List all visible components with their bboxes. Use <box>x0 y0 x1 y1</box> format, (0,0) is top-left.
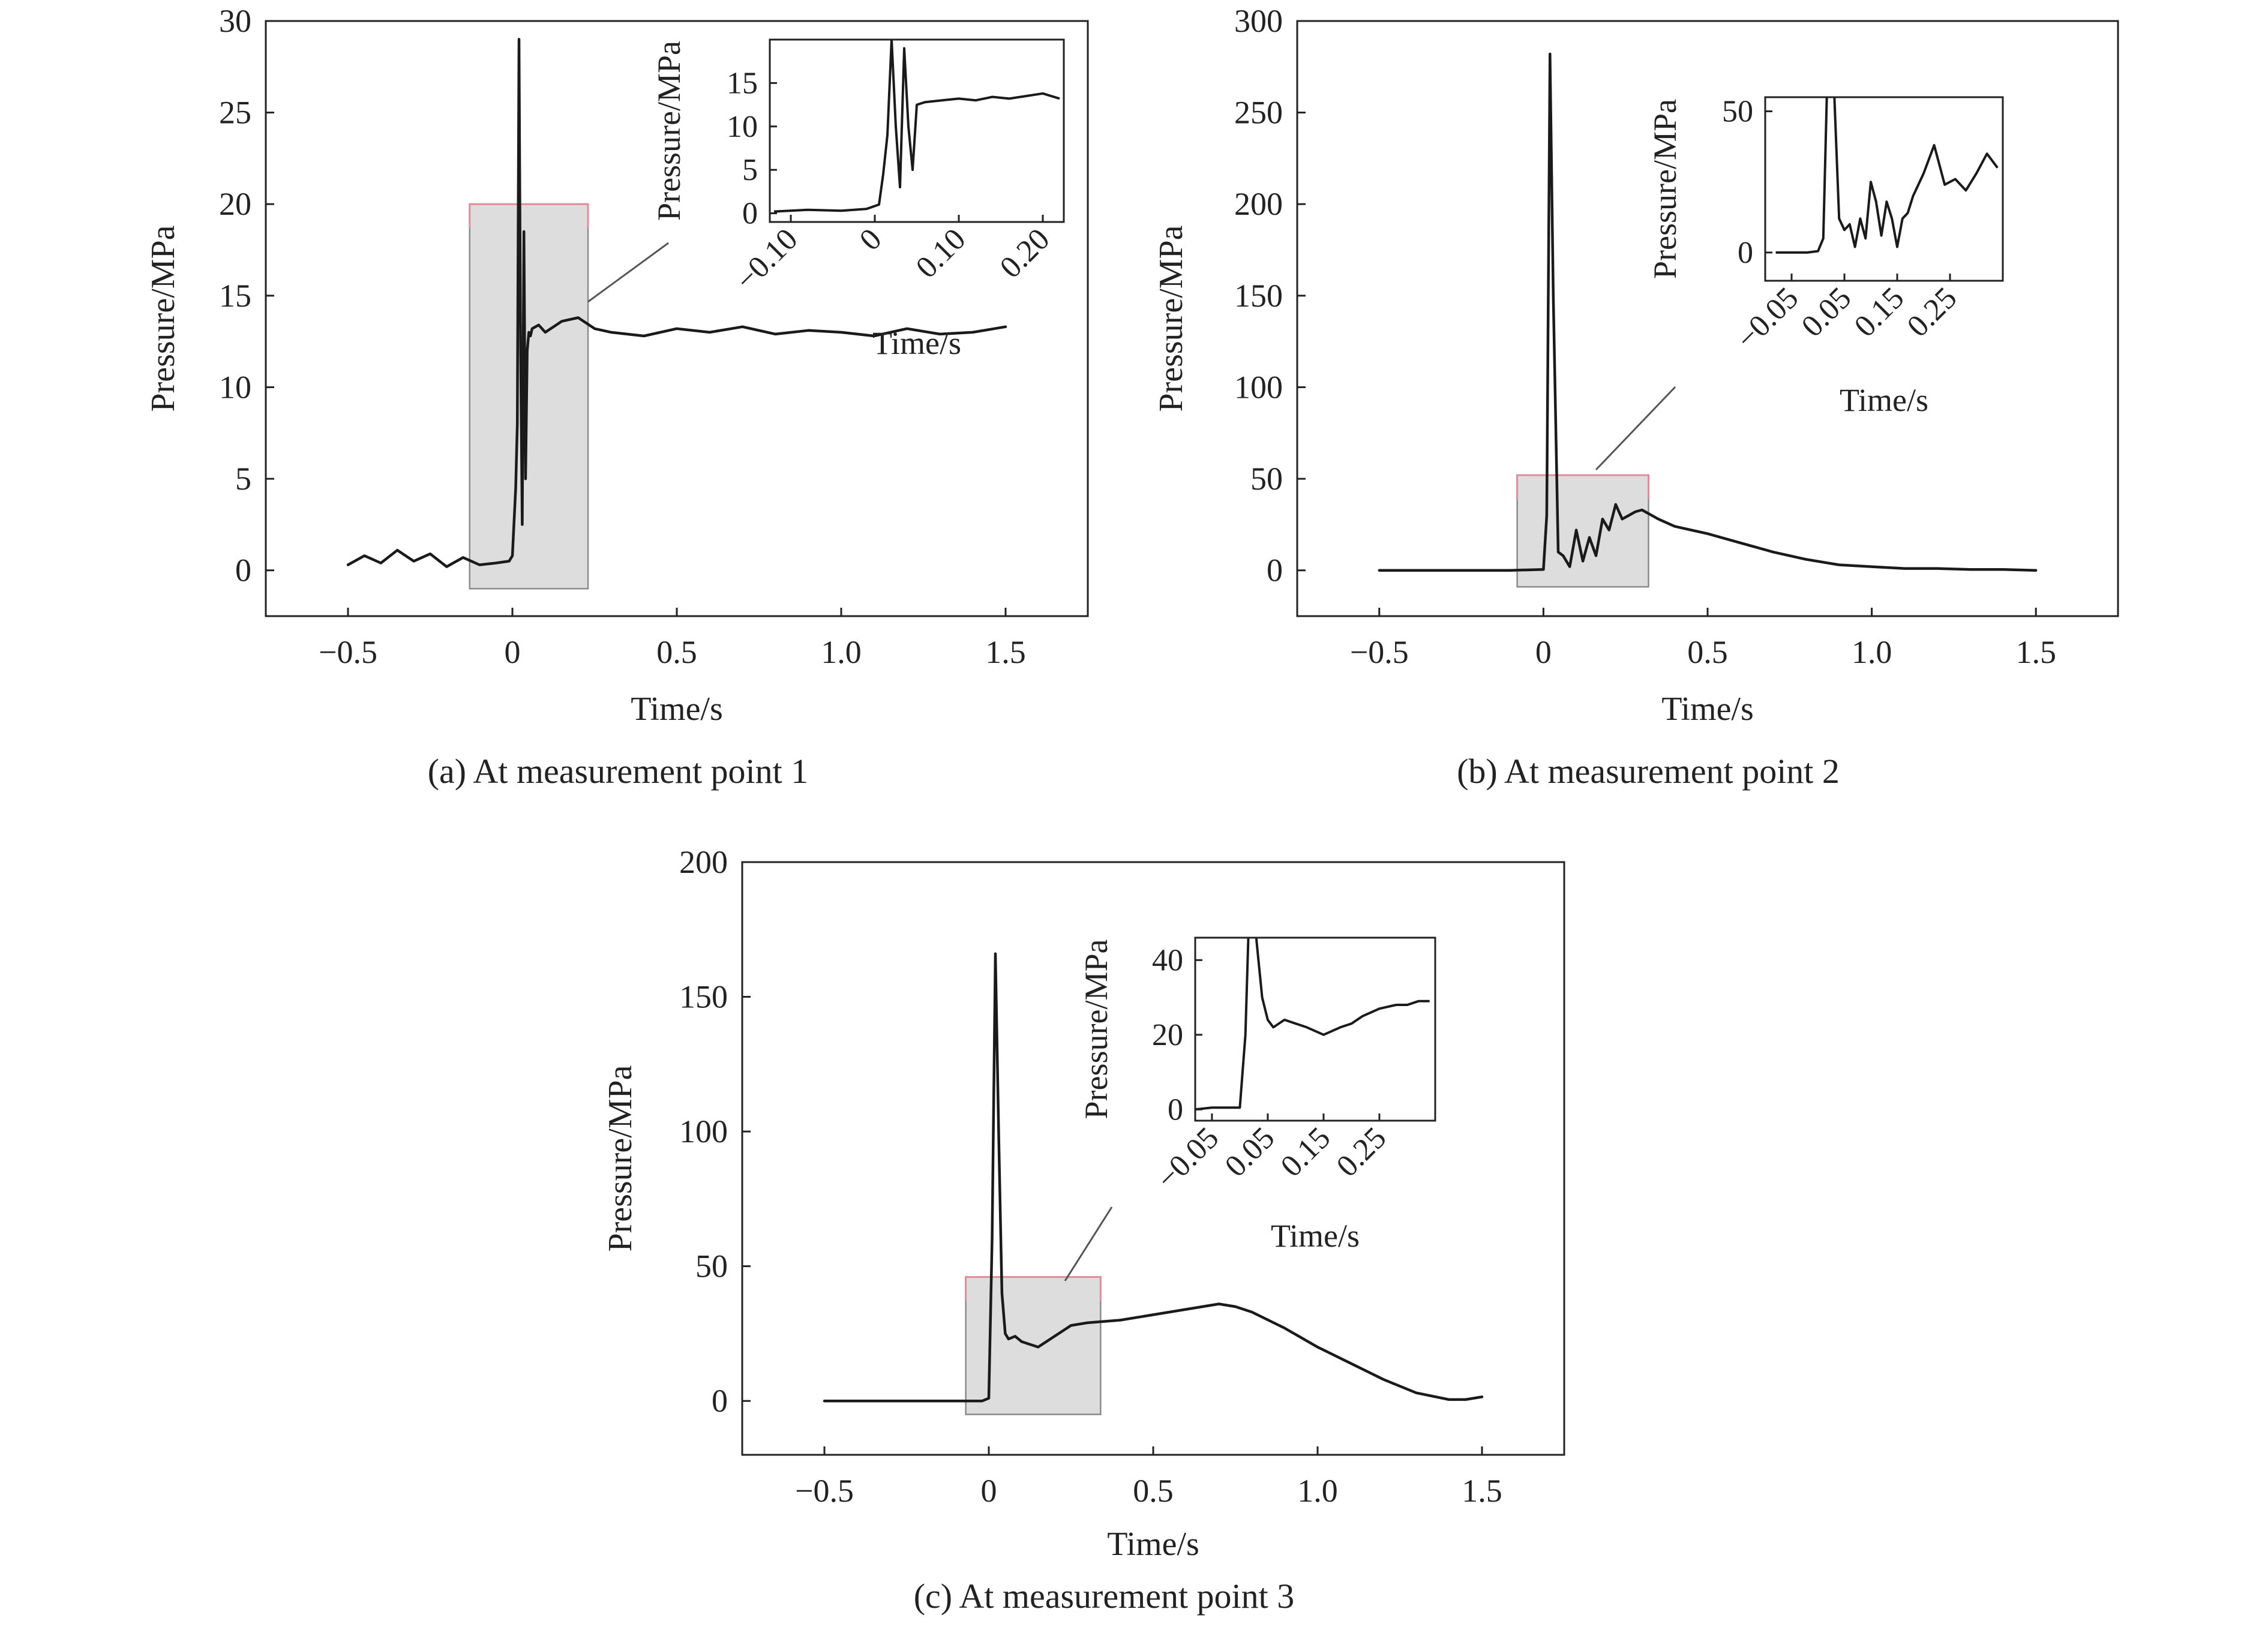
zoom-region-accent <box>965 1276 1102 1301</box>
zoom-region-box <box>469 203 589 590</box>
inset-y-tick-label: 0 <box>1738 236 1753 270</box>
chart-panel-2: −0.5 0 0.5 1.0 1.5 0 50 100 150 200 250 300 Time/s Pr… <box>1153 3 2119 791</box>
zoom-leader-line <box>1064 1206 1113 1281</box>
y-tick-label: 30 <box>219 3 251 39</box>
inset-x-tick-label: −0.05 <box>1730 281 1805 356</box>
chart-panel-3: −0.5 0 0.5 1.0 1.5050100150200Time/sPressure… <box>602 844 1565 1616</box>
inset-x-tick-label: 0.25 <box>1330 1121 1393 1184</box>
x-tick-label: 0 <box>981 1473 997 1509</box>
inset-series-line-1 <box>773 40 1060 213</box>
inset-frame <box>1764 96 2004 282</box>
y-tick-label: 100 <box>679 1113 728 1149</box>
inset-x-tick-label: 0.05 <box>1795 281 1858 344</box>
y-tick-label: 100 <box>1234 369 1283 405</box>
x-tick-label: 1.0 <box>1297 1473 1338 1509</box>
x-tick-label: 1.5 <box>2015 634 2056 670</box>
y-tick-label: 10 <box>219 369 251 405</box>
y-tick-label: 200 <box>679 844 728 880</box>
x-tick-label: 0.5 <box>656 634 697 670</box>
inset-series-line-1 <box>1775 97 1999 254</box>
panel-caption: (c) At measurement point 3 <box>914 1577 1295 1616</box>
x-axis-label: Time/s <box>1107 1526 1199 1563</box>
inset-x-tick-label: 0 <box>853 222 889 257</box>
inset-x-tick-label: 0.15 <box>1274 1121 1337 1184</box>
zoom-leader-line <box>1595 386 1676 471</box>
zoom-region-box <box>1516 474 1649 588</box>
y-tick-label: 15 <box>219 278 251 314</box>
inset-x-tick-label: 0.10 <box>910 222 973 285</box>
y-tick-label: 50 <box>695 1248 728 1284</box>
series-line-1 <box>1378 52 2038 572</box>
inset-y-tick-label: 10 <box>727 110 758 144</box>
inset-series-line-1 <box>1195 938 1430 1111</box>
inset-y-axis-label: Pressure/MPa <box>1647 99 1683 279</box>
x-axis-label: Time/s <box>1661 691 1754 728</box>
inset-x-axis-label: Time/s <box>1840 382 1928 418</box>
chart-panel-1: −0.5 0 0.5 1.0 1.5 0 5 10 15 20 25 30 Time/s Pressure… <box>145 3 1089 791</box>
x-tick-label: −0.5 <box>1350 634 1409 670</box>
y-tick-label: 0 <box>235 553 251 589</box>
inset-background <box>1195 938 1435 1121</box>
zoom-region-accent <box>469 203 589 229</box>
x-tick-label: −0.5 <box>795 1473 854 1509</box>
x-tick-label: 1.5 <box>1462 1473 1502 1509</box>
inset-y-axis-label: Pressure/MPa <box>1078 939 1114 1119</box>
panel-caption: (a) At measurement point 1 <box>428 752 809 791</box>
y-tick-label: 250 <box>1234 95 1283 131</box>
inset-x-tick-label: 0.05 <box>1219 1121 1282 1184</box>
x-tick-label: 1.0 <box>1852 634 1892 670</box>
inset-y-tick-label: 15 <box>727 66 758 100</box>
inset-x-tick-label: 0.15 <box>1848 281 1911 344</box>
inset-x-tick-label: 0.25 <box>1901 281 1964 344</box>
series-line-1 <box>823 952 1484 1403</box>
inset-x-tick-label: −0.10 <box>729 222 804 297</box>
x-tick-label: 1.5 <box>985 634 1026 670</box>
x-tick-label: 1.0 <box>821 634 862 670</box>
inset-panel: −0.050.050.150.25 0 50 Time/s Pressure/MPa <box>1647 95 2004 418</box>
inset-panel: −0.050.050.150.25 0 20 40 Time/s Pressure/MPa <box>1078 936 1436 1254</box>
y-tick-label: 0 <box>712 1383 728 1419</box>
y-axis-label: Pressure/MPa <box>602 1065 639 1251</box>
y-tick-label: 20 <box>219 186 251 222</box>
x-tick-label: 0.5 <box>1687 634 1728 670</box>
y-axis-label: Pressure/MPa <box>1153 225 1190 412</box>
inset-y-tick-label: 5 <box>742 153 758 187</box>
y-tick-label: 150 <box>1234 278 1283 314</box>
x-tick-label: −0.5 <box>319 634 377 670</box>
inset-frame <box>1194 936 1436 1122</box>
inset-y-tick-label: 40 <box>1152 943 1183 977</box>
series-line-1 <box>346 38 1007 568</box>
inset-x-tick-label: −0.05 <box>1150 1121 1225 1196</box>
panel-caption: (b) At measurement point 2 <box>1457 752 1840 791</box>
zoom-region-accent <box>1516 474 1650 499</box>
inset-x-axis-label: Time/s <box>872 325 961 361</box>
y-tick-label: 50 <box>1250 461 1283 497</box>
y-tick-label: 200 <box>1234 186 1283 222</box>
y-tick-label: 5 <box>235 461 251 497</box>
inset-frame <box>769 38 1065 223</box>
inset-y-tick-label: 0 <box>1168 1092 1183 1127</box>
y-axis-label: Pressure/MPa <box>145 225 182 412</box>
x-tick-label: 0.5 <box>1133 1473 1174 1509</box>
inset-y-tick-label: 50 <box>1722 95 1753 129</box>
inset-x-tick-label: 0.20 <box>994 222 1057 285</box>
y-tick-label: 150 <box>679 979 728 1015</box>
y-tick-label: 25 <box>219 95 251 131</box>
inset-x-axis-label: Time/s <box>1271 1218 1360 1254</box>
inset-y-tick-label: 20 <box>1152 1018 1183 1052</box>
inset-y-tick-label: 0 <box>742 197 758 231</box>
x-tick-label: 0 <box>1535 634 1552 670</box>
zoom-leader-line <box>587 242 669 303</box>
inset-y-axis-label: Pressure/MPa <box>651 41 687 221</box>
y-tick-label: 300 <box>1234 3 1283 39</box>
inset-background <box>770 40 1064 222</box>
x-tick-label: 0 <box>505 634 521 670</box>
y-tick-label: 0 <box>1267 553 1283 589</box>
x-axis-label: Time/s <box>631 691 723 728</box>
